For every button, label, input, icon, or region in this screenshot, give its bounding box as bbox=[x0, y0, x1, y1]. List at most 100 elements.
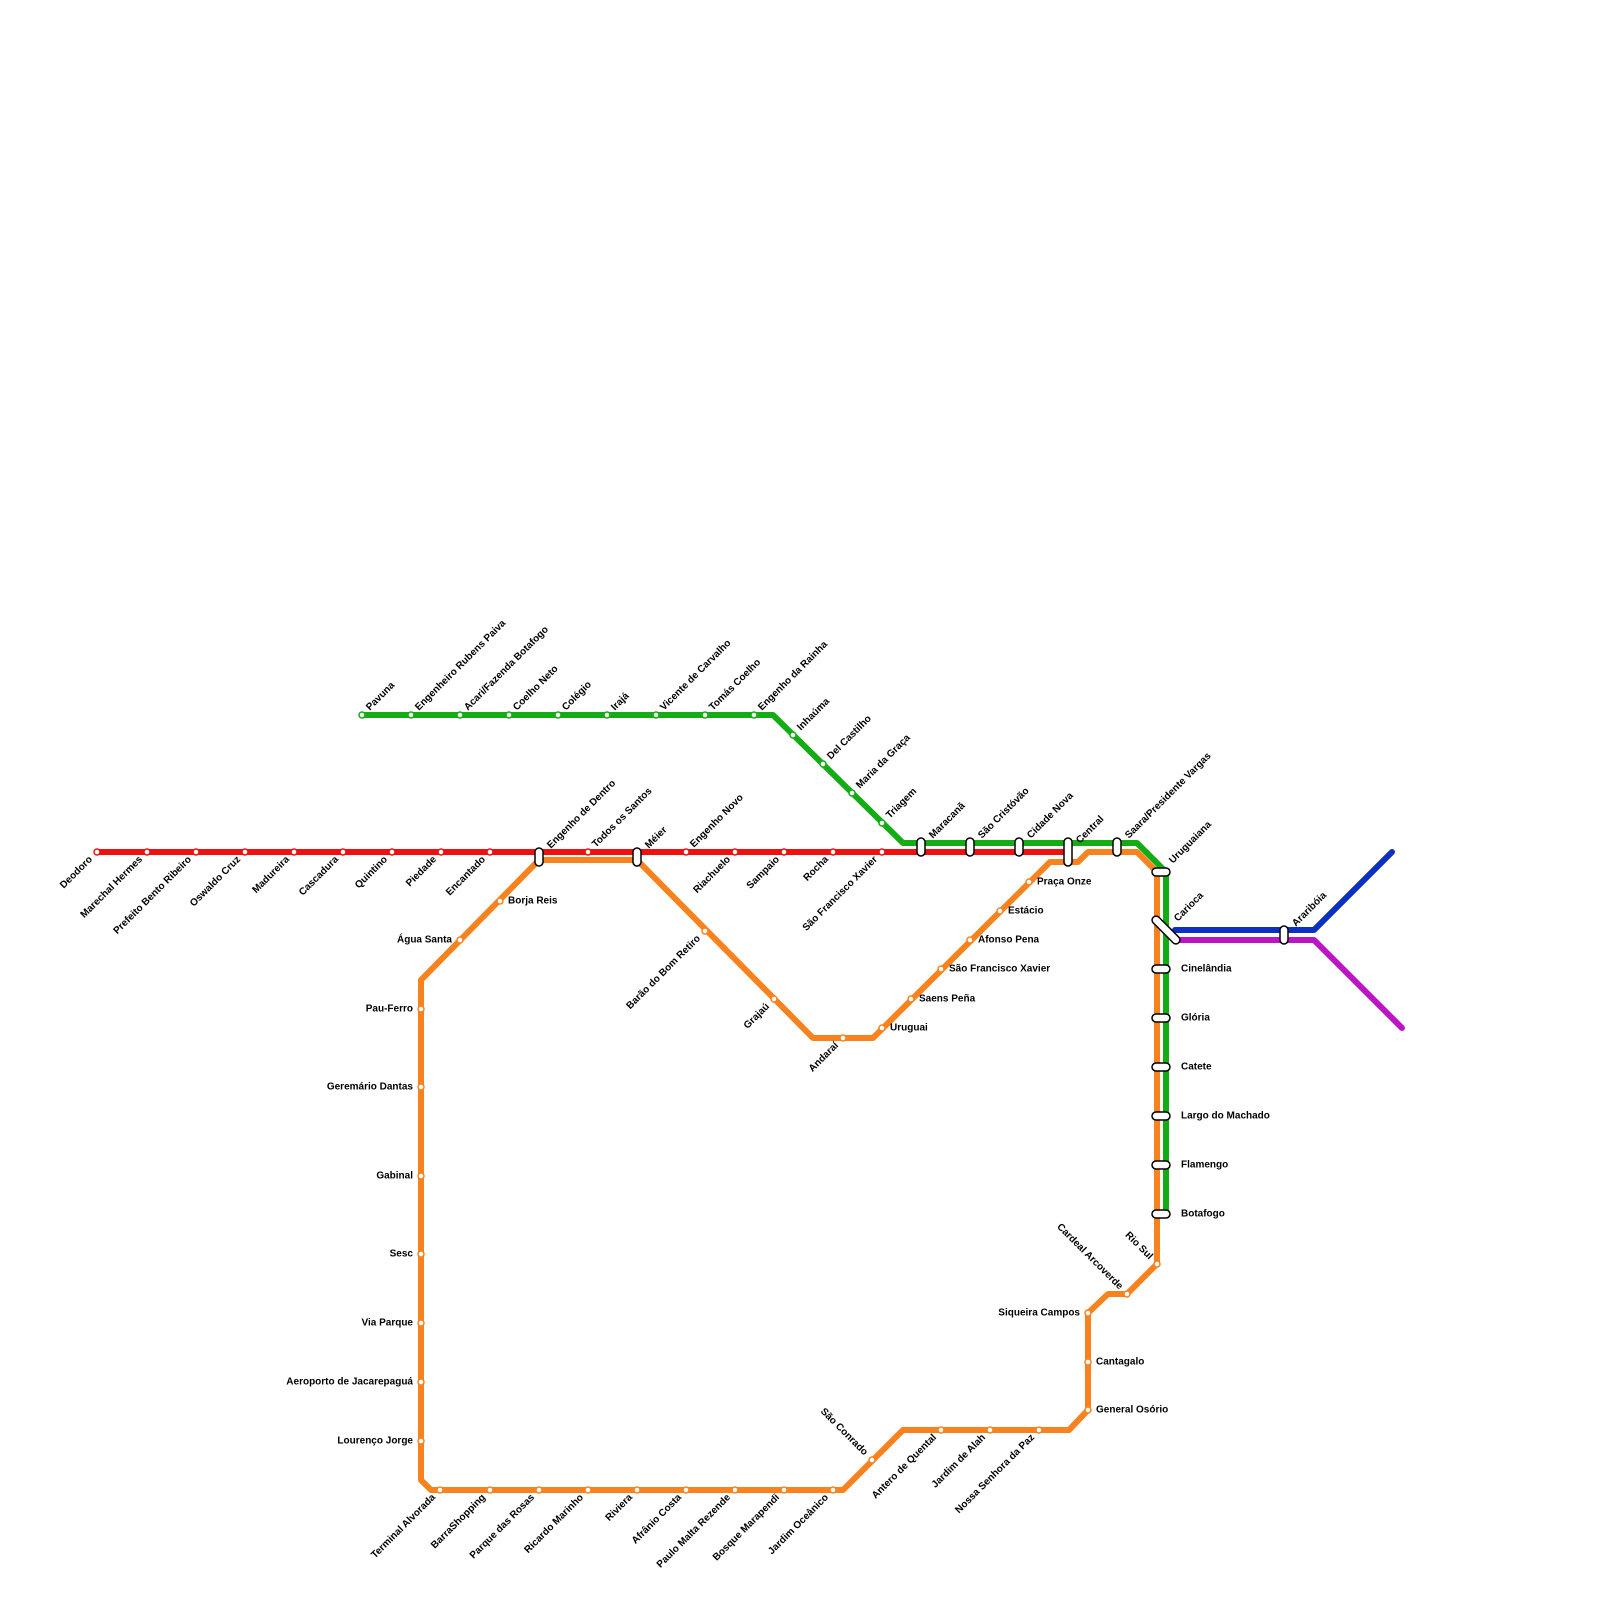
station-label: Acari/Fazenda Botafogo bbox=[462, 624, 551, 713]
station-marker bbox=[603, 711, 611, 719]
station-label: Largo do Machado bbox=[1181, 1111, 1270, 1122]
station-marker bbox=[731, 848, 739, 856]
station-marker bbox=[937, 965, 945, 973]
station-label: Terminal Alvorada bbox=[369, 1492, 438, 1561]
interchange-marker bbox=[1151, 1209, 1171, 1219]
station-label: Andaraí bbox=[807, 1039, 842, 1074]
station-marker bbox=[554, 711, 562, 719]
station-marker bbox=[417, 1319, 425, 1327]
station-label: Del Castilho bbox=[825, 713, 874, 762]
station-label: Lourenço Jorge bbox=[337, 1436, 413, 1447]
station-label: Riviera bbox=[604, 1492, 636, 1524]
station-marker bbox=[358, 711, 366, 719]
station-label: Flamengo bbox=[1181, 1160, 1228, 1171]
station-label: Engenheiro Rubens Paiva bbox=[413, 618, 508, 713]
station-label: Engenho Novo bbox=[688, 792, 746, 850]
station-marker bbox=[486, 848, 494, 856]
station-marker bbox=[584, 848, 592, 856]
station-label: Cidade Nova bbox=[1025, 790, 1076, 841]
station-label: Rio Sul bbox=[1123, 1230, 1155, 1262]
station-marker bbox=[192, 848, 200, 856]
magenta-line bbox=[1172, 937, 1405, 1031]
station-marker bbox=[407, 711, 415, 719]
station-marker bbox=[937, 1426, 945, 1434]
station-label: Catete bbox=[1181, 1062, 1212, 1073]
station-marker bbox=[878, 848, 886, 856]
station-label: Aeroporto de Jacarepaguá bbox=[286, 1377, 413, 1388]
orange-line bbox=[418, 849, 1160, 1493]
station-label: São Francisco Xavier bbox=[949, 964, 1050, 975]
station-marker bbox=[780, 848, 788, 856]
station-marker bbox=[417, 1250, 425, 1258]
station-marker bbox=[1153, 1260, 1161, 1268]
station-label: Estácio bbox=[1008, 906, 1044, 917]
station-label: Gabinal bbox=[376, 1171, 413, 1182]
station-label: Barão do Bom Retiro bbox=[624, 933, 702, 1011]
station-label: Praça Onze bbox=[1037, 877, 1092, 888]
interchange-marker bbox=[1151, 964, 1171, 974]
station-marker bbox=[1025, 878, 1033, 886]
station-marker bbox=[633, 1486, 641, 1494]
station-label: Pau-Ferro bbox=[366, 1004, 413, 1015]
station-label: Irajá bbox=[609, 690, 632, 713]
station-label: Glória bbox=[1181, 1013, 1210, 1024]
station-marker bbox=[1123, 1290, 1131, 1298]
station-label: Madureira bbox=[250, 854, 292, 896]
station-marker bbox=[701, 711, 709, 719]
blue-line bbox=[1172, 849, 1395, 933]
station-marker bbox=[966, 936, 974, 944]
station-label: General Osório bbox=[1096, 1405, 1168, 1416]
station-label: Coelho Neto bbox=[511, 664, 560, 713]
interchange-marker bbox=[1151, 1062, 1171, 1072]
interchange-marker bbox=[1063, 837, 1073, 867]
interchange-marker bbox=[632, 847, 642, 867]
station-marker bbox=[878, 1024, 886, 1032]
station-marker bbox=[388, 848, 396, 856]
station-marker bbox=[1084, 1406, 1092, 1414]
interchange-marker bbox=[1279, 925, 1289, 945]
station-marker bbox=[437, 848, 445, 856]
station-label: Triagem bbox=[884, 786, 919, 821]
station-marker bbox=[731, 1486, 739, 1494]
station-marker bbox=[486, 1486, 494, 1494]
station-marker bbox=[848, 789, 856, 797]
station-label: Água Santa bbox=[397, 933, 452, 946]
station-marker bbox=[996, 907, 1004, 915]
station-marker bbox=[417, 1005, 425, 1013]
station-marker bbox=[417, 1437, 425, 1445]
station-marker bbox=[652, 711, 660, 719]
station-marker bbox=[789, 731, 797, 739]
station-marker bbox=[878, 819, 886, 827]
interchange-marker bbox=[1151, 1013, 1171, 1023]
station-marker bbox=[143, 848, 151, 856]
station-marker bbox=[496, 897, 504, 905]
station-label: Sesc bbox=[390, 1249, 414, 1260]
station-label: Geremário Dantas bbox=[327, 1082, 414, 1093]
station-label: Deodoro bbox=[58, 854, 95, 891]
station-label: Siqueira Campos bbox=[998, 1308, 1080, 1319]
station-label: Uruguaiana bbox=[1167, 819, 1214, 866]
station-label: Encantado bbox=[444, 854, 488, 898]
interchange-marker bbox=[1151, 1111, 1171, 1121]
station-marker bbox=[701, 927, 709, 935]
station-marker bbox=[339, 848, 347, 856]
station-label: Via Parque bbox=[361, 1318, 413, 1329]
station-label: Grajaú bbox=[742, 1001, 772, 1031]
station-marker bbox=[417, 1083, 425, 1091]
interchange-marker bbox=[1151, 1160, 1171, 1170]
station-marker bbox=[868, 1456, 876, 1464]
station-marker bbox=[682, 848, 690, 856]
station-marker bbox=[241, 848, 249, 856]
station-label: Colégio bbox=[560, 679, 594, 713]
station-marker bbox=[456, 711, 464, 719]
station-label: Cascadura bbox=[297, 854, 341, 898]
station-marker bbox=[1035, 1426, 1043, 1434]
station-label: Uruguai bbox=[890, 1023, 928, 1034]
station-marker bbox=[505, 711, 513, 719]
station-label: Pavuna bbox=[364, 680, 397, 713]
station-label: Borja Reis bbox=[508, 896, 558, 907]
station-label: Afrânio Costa bbox=[630, 1492, 684, 1546]
station-marker bbox=[456, 936, 464, 944]
station-marker bbox=[819, 760, 827, 768]
